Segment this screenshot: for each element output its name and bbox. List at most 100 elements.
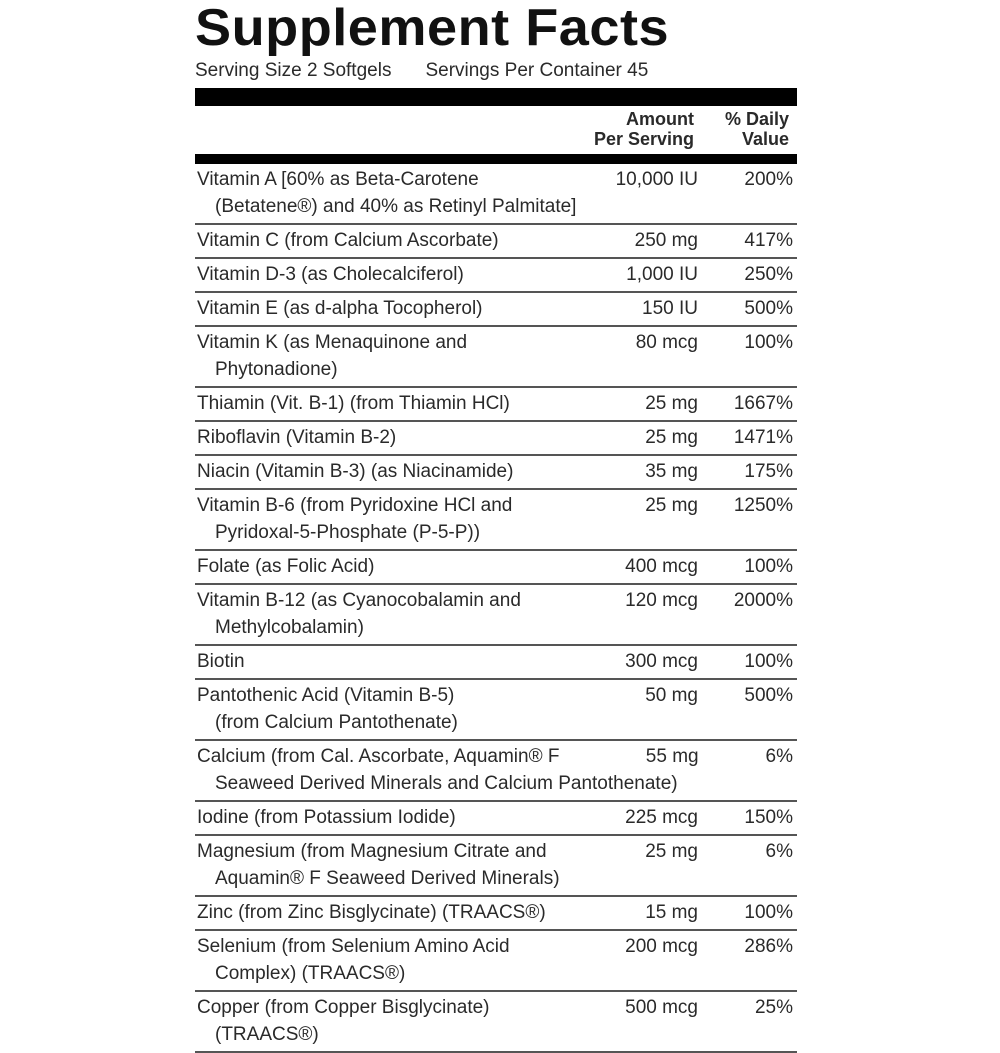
nutrient-name-continued: Pyridoxal-5-Phosphate (P-5-P)) [215, 522, 481, 543]
table-row: Vitamin B-12 (as Cyanocobalamin and 120 m… [195, 585, 797, 646]
nutrient-amount: 225 mcg [625, 807, 698, 828]
nutrient-daily-value: 1250% [733, 495, 793, 516]
nutrient-daily-value: 1471% [733, 427, 793, 448]
nutrient-amount: 120 mcg [625, 590, 698, 611]
nutrient-name: Riboflavin (Vitamin B-2) [197, 427, 397, 448]
nutrient-daily-value: 6% [765, 841, 793, 862]
nutrient-amount: 80 mcg [635, 332, 698, 353]
nutrient-daily-value: 175% [744, 461, 793, 482]
nutrient-name: Vitamin D-3 (as Cholecalciferol) [197, 264, 464, 285]
nutrient-daily-value: 286% [744, 936, 793, 957]
nutrient-name: Vitamin K (as Menaquinone and [197, 332, 468, 353]
nutrient-name-continued: (TRAACS®) [215, 1024, 319, 1045]
table-row: Niacin (Vitamin B-3) (as Niacinamide) 35 … [195, 456, 797, 490]
amount-header-line2: Per Serving [593, 129, 694, 149]
nutrient-name-continued: Seaweed Derived Minerals and Calcium Pan… [215, 773, 678, 794]
nutrient-name-continued: Phytonadione) [215, 359, 338, 380]
nutrient-name: Copper (from Copper Bisglycinate) [197, 997, 490, 1018]
nutrient-name: Vitamin B-12 (as Cyanocobalamin and [197, 590, 521, 611]
table-row: Vitamin C (from Calcium Ascorbate) 250 mg… [195, 225, 797, 259]
nutrient-amount: 250 mg [634, 230, 698, 251]
table-row: Copper (from Copper Bisglycinate) 500 mcg… [195, 992, 797, 1053]
nutrient-amount: 150 IU [642, 298, 698, 319]
divider-medium [195, 154, 797, 164]
nutrient-name: Magnesium (from Magnesium Citrate and [197, 841, 547, 862]
table-row: Pantothenic Acid (Vitamin B-5) 50 mg 500% (… [195, 680, 797, 741]
nutrient-amount: 25 mg [645, 495, 698, 516]
table-row: Magnesium (from Magnesium Citrate and 25 … [195, 836, 797, 897]
table-row: Vitamin D-3 (as Cholecalciferol) 1,000 IU… [195, 259, 797, 293]
nutrient-amount: 25 mg [645, 427, 698, 448]
servings-per-container: Servings Per Container 45 [425, 60, 649, 81]
nutrient-name-continued: Methylcobalamin) [215, 617, 364, 638]
nutrient-amount: 15 mg [645, 902, 698, 923]
table-row: Vitamin E (as d-alpha Tocopherol) 150 IU 5… [195, 293, 797, 327]
table-row: Selenium (from Selenium Amino Acid 200 mc… [195, 931, 797, 992]
dv-header-line1: % Daily [724, 109, 789, 129]
serving-info: Serving Size 2 Softgels Servings Per Cont… [195, 59, 797, 83]
nutrient-daily-value: 250% [744, 264, 793, 285]
nutrient-name-continued: Complex) (TRAACS®) [215, 963, 406, 984]
table-row: Vitamin K (as Menaquinone and 80 mcg 100% P… [195, 327, 797, 388]
nutrient-name: Vitamin A [60% as Beta-Carotene [197, 169, 479, 190]
nutrient-amount: 200 mcg [625, 936, 698, 957]
table-row: Thiamin (Vit. B-1) (from Thiamin HCl) 25 … [195, 388, 797, 422]
dv-header: % Daily Value [694, 109, 793, 149]
nutrient-daily-value: 6% [765, 746, 793, 767]
dv-header-line2: Value [741, 129, 789, 149]
nutrient-daily-value: 2000% [733, 590, 793, 611]
table-row: Zinc (from Zinc Bisglycinate) (TRAACS®) 1… [195, 897, 797, 931]
nutrient-amount: 10,000 IU [615, 169, 698, 190]
nutrient-name: Niacin (Vitamin B-3) (as Niacinamide) [197, 461, 514, 482]
table-row: Calcium (from Cal. Ascorbate, Aquamin® F… [195, 741, 797, 802]
amount-header-line1: Amount [626, 109, 694, 129]
nutrient-amount: 300 mcg [625, 651, 698, 672]
table-row: Iodine (from Potassium Iodide) 225 mcg 150… [195, 802, 797, 836]
table-row: Biotin 300 mcg 100% [195, 646, 797, 680]
nutrient-amount: 400 mcg [625, 556, 698, 577]
divider-thick [195, 88, 797, 106]
nutrient-name: Calcium (from Cal. Ascorbate, Aquamin® F [197, 746, 560, 767]
nutrient-daily-value: 100% [744, 651, 793, 672]
nutrient-daily-value: 150% [744, 807, 793, 828]
nutrient-daily-value: 100% [744, 902, 793, 923]
nutrient-amount: 50 mg [645, 685, 698, 706]
nutrient-amount: 25 mg [645, 393, 698, 414]
nutrient-table: Vitamin A [60% as Beta-Carotene 10,000 IU… [195, 164, 797, 1053]
table-row: Vitamin B-6 (from Pyridoxine HCl and 25 m… [195, 490, 797, 551]
nutrient-daily-value: 100% [744, 332, 793, 353]
nutrient-name-continued: (Betatene®) and 40% as Retinyl Palmitate… [215, 196, 577, 217]
nutrient-name-continued: (from Calcium Pantothenate) [215, 712, 458, 733]
nutrient-name: Folate (as Folic Acid) [197, 556, 375, 577]
nutrient-name: Vitamin C (from Calcium Ascorbate) [197, 230, 499, 251]
nutrient-amount: 25 mg [645, 841, 698, 862]
nutrient-daily-value: 500% [744, 685, 793, 706]
nutrient-amount: 55 mg [645, 746, 699, 767]
nutrient-daily-value: 100% [744, 556, 793, 577]
nutrient-name: Thiamin (Vit. B-1) (from Thiamin HCl) [197, 393, 510, 414]
nutrient-name: Selenium (from Selenium Amino Acid [197, 936, 510, 957]
nutrient-name: Vitamin B-6 (from Pyridoxine HCl and [197, 495, 513, 516]
amount-header: Amount Per Serving [534, 109, 694, 149]
table-row: Folate (as Folic Acid) 400 mcg 100% [195, 551, 797, 585]
nutrient-daily-value: 1667% [733, 393, 793, 414]
nutrient-name: Pantothenic Acid (Vitamin B-5) [197, 685, 455, 706]
table-row: Riboflavin (Vitamin B-2) 25 mg 1471% [195, 422, 797, 456]
nutrient-name: Iodine (from Potassium Iodide) [197, 807, 456, 828]
serving-size: Serving Size 2 Softgels [195, 60, 392, 81]
nutrient-name: Biotin [197, 651, 245, 672]
nutrient-amount: 500 mcg [625, 997, 698, 1018]
nutrient-name: Vitamin E (as d-alpha Tocopherol) [197, 298, 483, 319]
nutrient-daily-value: 500% [744, 298, 793, 319]
table-row: Vitamin A [60% as Beta-Carotene 10,000 IU… [195, 164, 797, 225]
nutrient-daily-value: 417% [744, 230, 793, 251]
nutrient-daily-value: 200% [744, 169, 793, 190]
nutrient-amount: 1,000 IU [626, 264, 698, 285]
nutrient-daily-value: 25% [754, 997, 793, 1018]
column-header: Amount Per Serving % Daily Value [195, 106, 797, 154]
supplement-facts-label: Supplement Facts Serving Size 2 Softgels… [195, 0, 797, 1053]
nutrient-name-continued: Aquamin® F Seaweed Derived Minerals) [215, 868, 560, 889]
label-title: Supplement Facts [195, 0, 670, 57]
nutrient-name: Zinc (from Zinc Bisglycinate) (TRAACS®) [197, 902, 546, 923]
nutrient-amount: 35 mg [645, 461, 698, 482]
